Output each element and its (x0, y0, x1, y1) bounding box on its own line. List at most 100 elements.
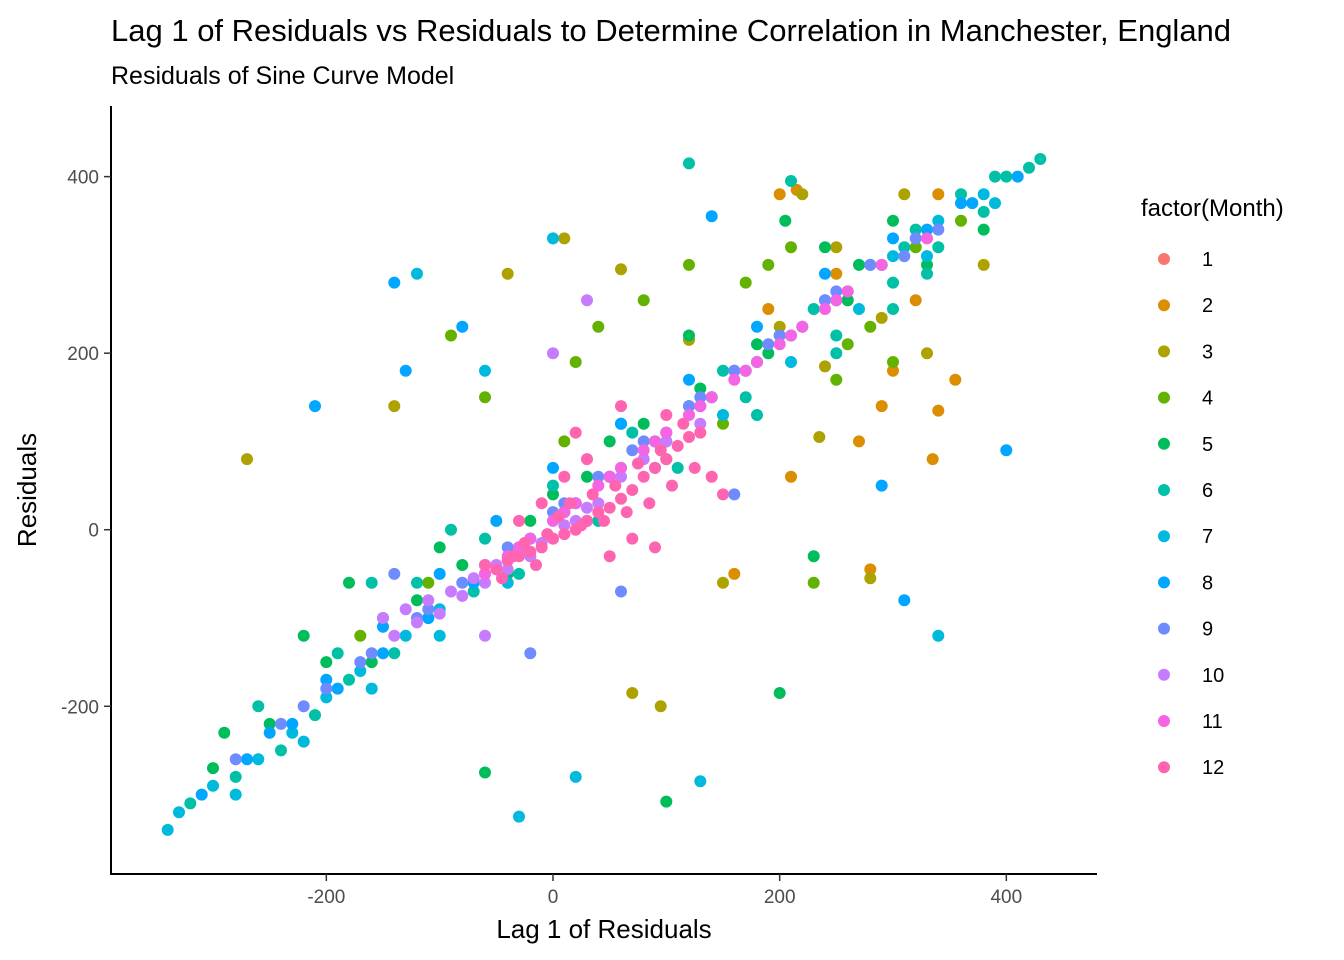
data-point-month-6 (513, 567, 525, 580)
data-point-month-7 (694, 775, 707, 788)
data-point-month-4 (445, 329, 457, 342)
data-point-month-12 (530, 559, 542, 571)
data-point-month-4 (841, 338, 854, 351)
data-point-month-6 (1034, 153, 1047, 165)
data-point-month-8 (819, 267, 831, 280)
data-point-month-11 (819, 303, 831, 315)
data-point-month-8 (887, 232, 899, 245)
legend-key-month-3 (1158, 345, 1170, 358)
data-point-month-4 (479, 391, 491, 404)
legend-key-month-4 (1158, 391, 1170, 404)
data-point-month-10 (445, 585, 457, 598)
data-point-month-11 (649, 435, 661, 448)
data-point-month-11 (660, 426, 673, 439)
data-point-month-8 (921, 223, 933, 236)
data-point-month-12 (524, 545, 537, 558)
data-point-month-5 (547, 488, 559, 501)
data-point-month-6 (887, 303, 899, 315)
x-tick-label: -200 (307, 887, 345, 908)
data-point-month-3 (875, 311, 888, 324)
data-point-month-12 (660, 453, 673, 466)
data-point-month-9 (626, 444, 639, 457)
data-point-month-2 (762, 303, 775, 315)
points-layer (161, 153, 1047, 836)
data-point-month-7 (411, 267, 423, 280)
data-point-month-12 (518, 537, 531, 549)
data-point-month-10 (501, 563, 514, 576)
legend-label-month-7: 7 (1202, 526, 1213, 548)
data-point-month-12 (626, 532, 639, 545)
data-point-month-12 (688, 461, 701, 474)
data-point-month-5 (779, 214, 792, 227)
data-point-month-9 (456, 576, 469, 589)
legend-key-month-9 (1158, 622, 1170, 635)
data-point-month-3 (241, 453, 253, 466)
legend-label-month-1: 1 (1202, 249, 1213, 271)
legend-label-month-5: 5 (1202, 434, 1213, 456)
legend-key-month-5 (1158, 437, 1170, 450)
data-point-month-8 (955, 197, 967, 210)
data-point-month-12 (671, 439, 684, 452)
data-point-month-12 (507, 550, 520, 563)
data-point-month-5 (581, 470, 593, 483)
data-point-month-12 (660, 409, 673, 421)
data-point-month-8 (615, 417, 627, 430)
data-point-month-4 (637, 294, 650, 307)
data-point-month-10 (479, 576, 491, 589)
data-point-month-9 (762, 338, 775, 351)
data-point-month-12 (490, 563, 503, 576)
chart-subtitle: Residuals of Sine Curve Model (111, 62, 454, 90)
data-point-month-6 (977, 205, 990, 218)
data-point-month-3 (773, 320, 786, 333)
data-point-month-9 (615, 585, 627, 598)
data-point-month-2 (853, 435, 865, 448)
data-point-month-9 (830, 285, 843, 298)
data-point-month-10 (592, 497, 605, 510)
data-point-month-5 (263, 717, 276, 730)
data-point-month-6 (921, 267, 933, 280)
data-point-month-9 (388, 567, 401, 580)
data-point-month-9 (898, 250, 911, 263)
data-point-month-12 (615, 492, 627, 505)
data-point-month-9 (909, 232, 922, 245)
data-point-month-5 (921, 258, 933, 271)
data-point-month-12 (564, 497, 576, 510)
data-point-month-7 (173, 806, 185, 819)
data-point-month-12 (603, 550, 616, 563)
data-point-month-8 (875, 479, 888, 492)
y-tick-label: 200 (67, 344, 99, 365)
data-point-month-2 (949, 373, 962, 386)
data-point-month-11 (921, 232, 933, 245)
data-point-month-6 (887, 276, 899, 289)
data-point-month-10 (479, 629, 491, 642)
data-point-month-12 (479, 559, 491, 571)
data-point-month-8 (898, 594, 911, 607)
data-point-month-7 (354, 665, 367, 677)
data-point-month-9 (819, 294, 831, 307)
data-point-month-11 (739, 364, 752, 377)
data-point-month-11 (694, 400, 707, 413)
data-point-month-7 (932, 214, 945, 227)
data-point-month-11 (751, 356, 763, 368)
data-point-month-5 (751, 338, 763, 351)
data-point-month-2 (932, 404, 945, 417)
legend-key-month-12 (1158, 761, 1170, 774)
data-point-month-7 (161, 823, 174, 836)
data-point-month-11 (830, 294, 843, 307)
data-point-month-4 (864, 320, 877, 333)
legend-label-month-12: 12 (1202, 757, 1224, 779)
data-point-month-4 (558, 435, 571, 448)
data-point-month-12 (496, 572, 508, 585)
data-point-month-3 (898, 188, 911, 201)
legend-label-month-4: 4 (1202, 388, 1213, 410)
data-point-month-4 (739, 276, 752, 289)
data-point-month-6 (388, 647, 401, 660)
data-point-month-6 (275, 744, 287, 757)
data-point-month-8 (547, 461, 559, 474)
data-point-month-11 (683, 409, 695, 421)
legend-label-month-11: 11 (1202, 711, 1223, 733)
data-point-month-9 (728, 488, 741, 501)
data-point-month-2 (887, 364, 899, 377)
data-point-month-6 (1023, 161, 1035, 174)
